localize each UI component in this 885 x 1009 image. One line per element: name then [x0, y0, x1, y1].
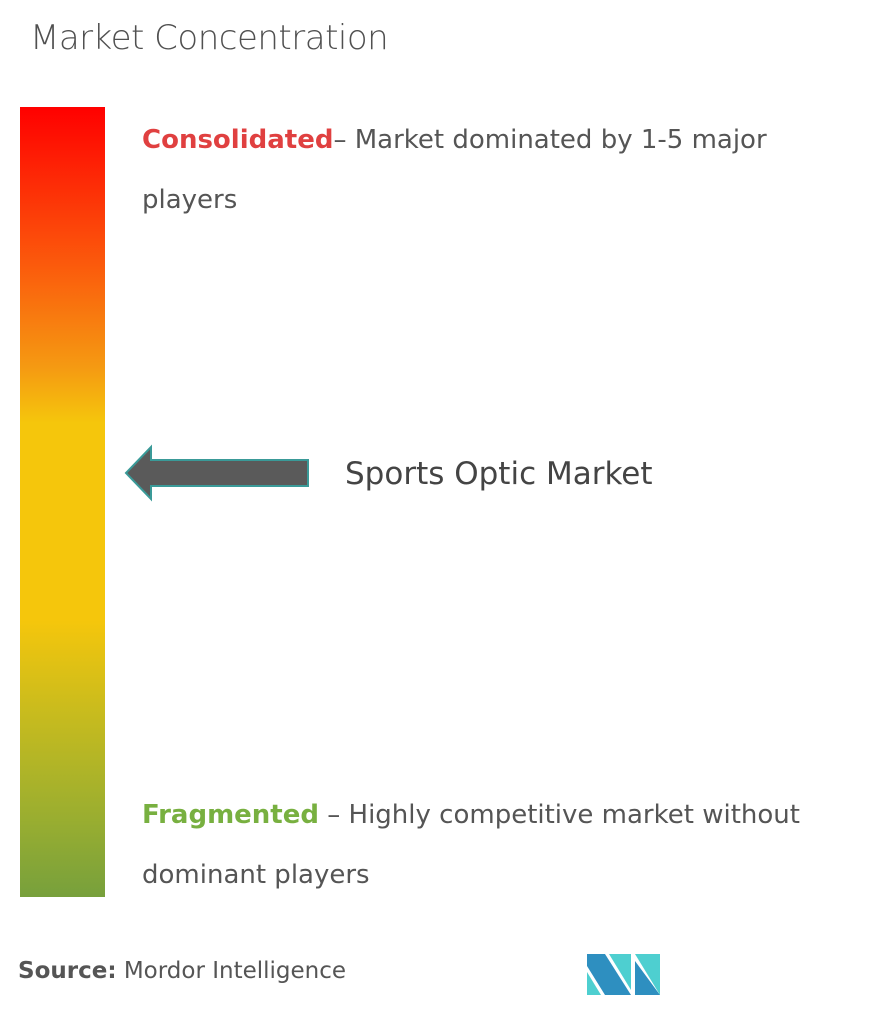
source-note: Source: Mordor Intelligence [18, 958, 346, 984]
mordor-logo-icon [587, 954, 660, 995]
fragmented-text: – Highly competitive market without domi… [142, 800, 800, 890]
left-arrow-icon [124, 444, 309, 502]
consolidated-label: Consolidated [142, 125, 334, 155]
fragmented-description: Fragmented – Highly competitive market w… [142, 785, 862, 905]
consolidated-text: – Market dominated by 1-5 major players [142, 125, 767, 215]
source-value: Mordor Intelligence [116, 958, 347, 984]
page-title: Market Concentration [30, 18, 389, 58]
concentration-gradient-bar [20, 107, 105, 897]
consolidated-description: Consolidated– Market dominated by 1-5 ma… [142, 110, 862, 230]
source-label: Source: [18, 958, 117, 984]
fragmented-label: Fragmented [142, 800, 319, 830]
market-label: Sports Optic Market [345, 456, 653, 492]
